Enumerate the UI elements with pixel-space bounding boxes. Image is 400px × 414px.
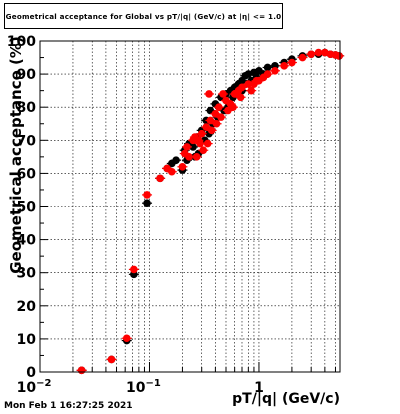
- data-point: [206, 116, 215, 125]
- data-point: [229, 103, 237, 111]
- data-point: [211, 110, 220, 118]
- data-point: [77, 366, 86, 375]
- data-point: [122, 334, 131, 343]
- y-tick-labels: 0 10 20 30 40 50 60 70 80 90 100: [7, 34, 36, 381]
- data-point: [183, 143, 191, 151]
- data-point: [185, 153, 193, 161]
- data-point: [247, 86, 256, 95]
- data-point: [107, 355, 116, 364]
- data-point: [202, 123, 211, 131]
- chart-title: Geometrical acceptance for Global vs pT/…: [5, 12, 282, 21]
- date-stamp: Mon Feb 1 16:27:25 2021: [4, 401, 133, 411]
- y-tick-label: 0: [26, 365, 36, 381]
- data-point: [143, 199, 151, 207]
- y-tick-label: 20: [17, 299, 37, 315]
- data-point: [307, 50, 315, 59]
- y-tick-label: 80: [17, 100, 37, 116]
- data-point: [238, 83, 246, 92]
- plot-frame: [39, 40, 341, 373]
- data-point: [172, 156, 180, 164]
- data-point: [263, 63, 272, 72]
- data-point: [197, 129, 206, 138]
- data-point: [217, 113, 225, 121]
- data-point: [335, 52, 343, 60]
- y-tick-label: 50: [17, 200, 37, 216]
- y-tick-label: 10: [17, 332, 37, 348]
- data-point: [314, 48, 323, 57]
- data-point: [189, 143, 197, 151]
- y-tick-label: 60: [17, 166, 37, 182]
- series-red: [76, 48, 345, 375]
- data-point: [207, 126, 216, 135]
- data-point: [259, 73, 268, 82]
- y-tick-label: 90: [17, 67, 37, 83]
- y-tick-label: 100: [7, 34, 36, 50]
- data-point: [130, 265, 138, 274]
- x-tick-label: 10−2: [17, 378, 52, 396]
- data-point: [203, 139, 212, 148]
- data-point: [192, 153, 201, 161]
- data-point: [236, 93, 245, 102]
- y-tick-label: 30: [17, 266, 37, 282]
- x-tick-label: 1: [254, 380, 264, 396]
- data-point: [288, 58, 296, 67]
- x-tick-label: 10−1: [126, 378, 161, 396]
- data-point: [178, 162, 187, 171]
- title-box: Geometrical acceptance for Global vs pT/…: [4, 3, 283, 29]
- data-point: [280, 62, 288, 70]
- data-point: [194, 136, 203, 145]
- data-point: [244, 80, 253, 88]
- y-tick-label: 40: [17, 233, 37, 249]
- x-axis-label: pT/|q| (GeV/c): [232, 391, 340, 407]
- data-point: [205, 90, 213, 98]
- data-series: [76, 48, 345, 375]
- data-point: [156, 174, 164, 183]
- y-tick-label: 70: [17, 133, 37, 149]
- data-point: [219, 90, 227, 98]
- data-point: [212, 119, 221, 128]
- x-tick-labels: 10−2 10−1 1: [17, 378, 264, 396]
- grid-lines: [40, 41, 340, 372]
- data-point: [252, 76, 261, 85]
- data-point: [271, 66, 279, 75]
- data-point: [168, 167, 176, 176]
- data-point: [143, 191, 151, 199]
- data-point: [298, 53, 307, 62]
- y-axis-label: Geometrical acceptance (%): [7, 36, 25, 274]
- data-point: [215, 103, 223, 111]
- data-point: [199, 146, 208, 155]
